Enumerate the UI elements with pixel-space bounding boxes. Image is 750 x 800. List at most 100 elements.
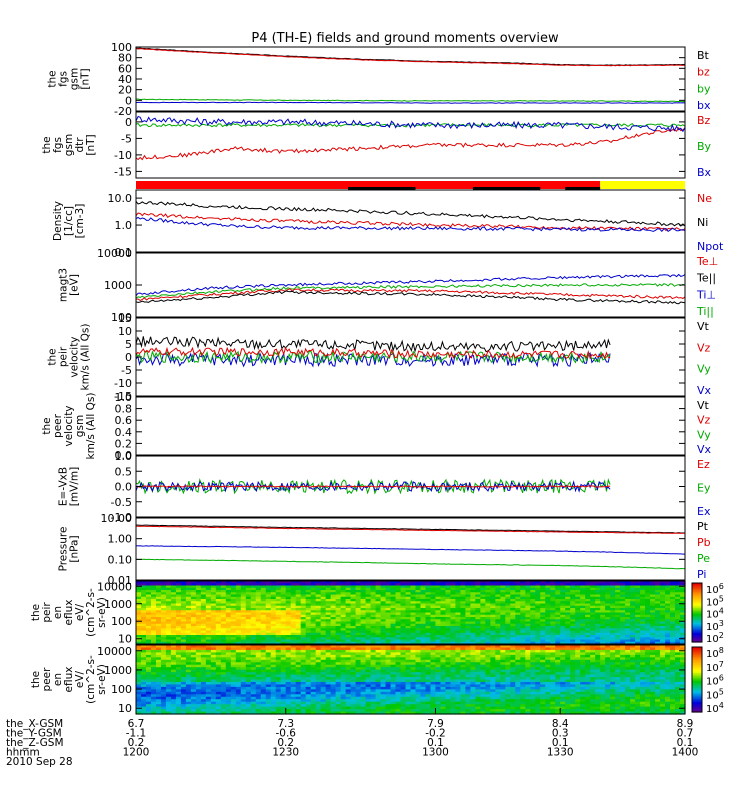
series-1-Bx — [135, 115, 686, 133]
ytick-4-4: -5 — [121, 364, 132, 377]
xtick-label-3-0: 8.4 — [552, 718, 569, 730]
ytick-1-3: -15 — [114, 165, 132, 178]
ylabel-8: thepeirenefluxeV/(cm^2-s-sr-eV) — [30, 588, 108, 637]
legend-7-0: Pt — [697, 520, 709, 533]
status-bar-flag-2 — [565, 187, 601, 190]
series-3-Ti|| — [135, 283, 686, 299]
colorbar-tick-9-2: 106 — [706, 674, 724, 688]
legend-5-2: Vy — [697, 428, 711, 441]
ytick-5-3: 0.4 — [115, 426, 133, 439]
series-3-Te⊥ — [135, 288, 686, 301]
legend-0-2: by — [697, 82, 711, 95]
date-label: 2010 Sep 28 — [6, 756, 73, 768]
legend-1-2: Bx — [697, 166, 712, 179]
legend-1-1: By — [697, 140, 712, 153]
ytick-0-3: 40 — [118, 73, 132, 86]
panel-7: 10.00 1.00 0.10 0.01 Pressure[nPa] Pt Pb Pe Pi — [58, 512, 711, 587]
colorbar-tick-8-2: 104 — [706, 607, 724, 621]
xtick-label-2-1: -0.2 — [425, 728, 446, 740]
xtick-label-2-3: 1300 — [422, 747, 449, 759]
legend-4-3: Vx — [697, 384, 712, 397]
series-0-bz — [135, 48, 686, 67]
ylabel-6: E=-VxB[mV/m] — [58, 467, 81, 506]
panel-frame-9 — [135, 644, 686, 715]
series-7-Pt — [135, 524, 686, 534]
panel-5: 1.00.80.60.40.20.0thepeervelocitygsmkm/s… — [41, 391, 712, 462]
xtick-label-4-1: 0.7 — [677, 728, 694, 740]
ytick-0-0: 100 — [111, 41, 132, 54]
legend-3-3: Ti|| — [696, 305, 714, 318]
xtick-label-1-0: 7.3 — [277, 718, 294, 730]
series-6-Ez — [135, 485, 611, 488]
ytick-5-1: 0.8 — [115, 403, 133, 416]
xrow-label-2: the_Z-GSM — [6, 737, 64, 749]
legend-2-2: Npot — [697, 240, 724, 253]
panel-1: 0 -5 -10 -15 thefgsgsmdtr[nT] Bz By Bx — [41, 111, 712, 179]
series-2-Ni — [135, 200, 686, 227]
legend-7-3: Pi — [697, 568, 706, 581]
panel-2: 10.0 1.0 0.1 Density[1/cc][cm-3] Ne Ni Npot — [52, 189, 724, 259]
ytick-1-0: 0 — [125, 116, 132, 129]
legend-3-1: Te|| — [696, 272, 716, 285]
legend-5-0: Vt — [697, 399, 710, 412]
panel-frame-8 — [135, 580, 686, 645]
ylabel-9: thepeerenefluxeV/(cm^2-s-sr-eV) — [30, 655, 108, 704]
panel-3: 10000 1000 100 magt3[eV] Te⊥ Te|| Ti⊥ Ti|| — [58, 247, 719, 324]
legend-2-0: Ne — [697, 192, 712, 205]
ylabel-0: thefgsgsm[nT] — [47, 68, 92, 90]
colorbar-tick-9-1: 107 — [706, 660, 724, 674]
ytick-8-2: 100 — [111, 615, 132, 628]
legend-3-2: Ti⊥ — [696, 288, 716, 301]
series-7-Pb — [136, 525, 686, 534]
xtick-label-4-0: 8.9 — [677, 718, 694, 730]
colorbar-tick-9-4: 104 — [706, 701, 724, 715]
legend-7-2: Pe — [697, 552, 710, 565]
legend-5-3: Vx — [697, 443, 712, 456]
ytick-5-4: 0.2 — [115, 437, 133, 450]
ytick-5-5: 0.0 — [115, 449, 133, 462]
colorbar-tick-9-0: 108 — [706, 646, 724, 660]
xtick-label-3-1: 0.3 — [552, 728, 569, 740]
ytick-3-2: 100 — [111, 311, 132, 324]
series-0-bx — [135, 101, 686, 104]
xtick-label-0-1: -1.1 — [126, 728, 147, 740]
series-7-Pe — [135, 558, 685, 570]
legend-6-2: Ex — [697, 505, 711, 518]
legend-1-0: Bz — [697, 114, 711, 127]
series-3-Te|| — [135, 290, 686, 305]
ylabel-4: thepeirvelocitykm/s (All Qs) — [47, 324, 92, 391]
ytick-4-5: -10 — [114, 377, 132, 390]
colorbar-tick-8-0: 106 — [706, 582, 724, 596]
ytick-0-5: 0 — [125, 94, 132, 107]
series-1-Bz — [135, 127, 686, 161]
legend-7-1: Pb — [697, 536, 711, 549]
series-2-Npot — [135, 216, 686, 233]
legend-6-1: Ey — [697, 482, 711, 495]
series-4-Vt — [135, 336, 611, 354]
panel-frame-2 — [135, 189, 686, 253]
status-bar-segment-1 — [600, 181, 685, 189]
xtick-label-2-0: 7.9 — [427, 718, 444, 730]
series-0-by — [136, 98, 686, 103]
xrow-label-1: the_Y-GSM — [6, 728, 62, 740]
ytick-5-0: 1.0 — [115, 391, 133, 404]
ytick-2-2: 0.1 — [115, 246, 133, 259]
panel-frame-5 — [135, 396, 686, 456]
ytick-0-2: 60 — [118, 62, 132, 75]
ylabel-3: magt3[eV] — [58, 268, 81, 302]
series-7-Pi — [135, 545, 685, 555]
ytick-1-2: -10 — [114, 149, 132, 162]
legend-0-1: bz — [697, 66, 710, 79]
ytick-4-6: -15 — [114, 390, 132, 403]
legend-2-1: Ni — [697, 216, 708, 229]
ytick-6-4: -1.0 — [111, 511, 132, 524]
ytick-5-2: 0.6 — [115, 414, 133, 427]
ytick-8-3: 10 — [118, 633, 132, 646]
xtick-label-1-2: 0.2 — [277, 737, 294, 749]
ytick-9-2: 100 — [111, 683, 132, 696]
series-6-Ex — [135, 480, 611, 493]
